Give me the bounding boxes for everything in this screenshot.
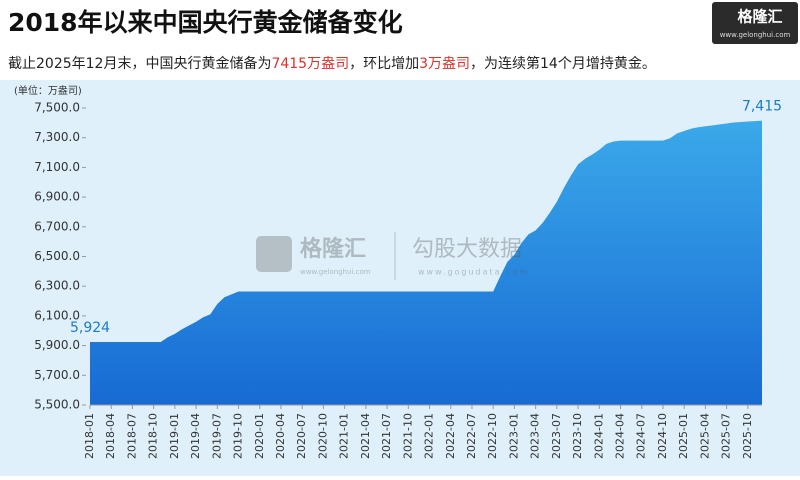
x-tick-label: 2019-07 [210,413,223,459]
x-tick-label: 2025-01 [677,413,690,459]
x-tick-label: 2021-10 [401,413,414,459]
x-tick-label: 2022-04 [444,413,457,459]
x-tick-label: 2024-10 [656,413,669,459]
x-tick-label: 2022-10 [486,413,499,459]
area [90,120,762,405]
y-tick-label: 6,900.0 [34,190,80,204]
x-tick-label: 2018-01 [83,413,96,459]
x-tick-label: 2025-04 [698,413,711,459]
x-tick-label: 2022-07 [465,413,478,459]
x-tick-label: 2024-04 [614,413,627,459]
x-tick-label: 2021-04 [359,413,372,459]
y-tick-label: 5,700.0 [34,368,80,382]
x-tick-label: 2025-10 [741,413,754,459]
x-tick-label: 2021-01 [338,413,351,459]
logo-box [712,2,798,44]
x-tick-label: 2023-04 [529,413,542,459]
x-tick-label: 2020-04 [274,413,287,459]
x-tick-label: 2018-04 [104,413,117,459]
x-tick-label: 2018-07 [125,413,138,459]
watermark-data-url: www.gogudata.com [418,268,529,277]
logo: 格隆汇 [737,8,782,26]
y-tick-label: 6,300.0 [34,279,80,293]
y-tick-label: 6,700.0 [34,219,80,233]
value-label: 7,415 [742,99,782,115]
y-tick-label: 7,500.0 [34,101,80,115]
y-tick-label: 5,900.0 [34,338,80,352]
x-tick-label: 2020-01 [253,413,266,459]
logo-url: www.gelonghui.com [720,31,791,39]
subtitle-highlight: 7415万盎司 [271,56,349,72]
x-tick-label: 2018-10 [147,413,160,459]
watermark-brand: 格隆汇 [300,236,366,262]
x-tick-label: 2021-07 [380,413,393,459]
y-tick-label: 6,100.0 [34,308,80,322]
subtitle-part: ，为连续第14个月增持黄金。 [470,55,656,72]
y-tick-label: 7,300.0 [34,130,80,144]
x-tick-label: 2019-04 [189,413,202,459]
x-tick-label: 2020-07 [295,413,308,459]
watermark-icon [256,236,292,272]
watermark-brand-url: www.gelonghui.com [300,268,371,276]
x-tick-label: 2019-10 [232,413,245,459]
watermark: 格隆汇 www.gelonghui.com 勾股大数据 www.gogudata… [256,232,529,280]
subtitle-part: ，环比增加 [349,56,419,72]
x-tick-label: 2023-01 [507,413,520,459]
x-tick-label: 2020-10 [316,413,329,459]
x-tick-label: 2023-10 [571,413,584,459]
watermark-data-brand: 勾股大数据 [412,237,522,262]
subtitle-highlight: 3万盎司 [419,56,470,72]
y-tick-label: 5,500.0 [34,398,80,412]
y-tick-label: 7,100.0 [34,160,80,174]
y-axis-label: (单位：万盎司) [14,84,82,97]
x-tick-label: 2024-01 [592,413,605,459]
x-tick-label: 2023-07 [550,413,563,459]
x-tick-label: 2025-07 [720,413,733,459]
title: 2018年以来中国央行黄金储备变化 [8,8,403,37]
x-tick-label: 2024-07 [635,413,648,459]
value-label: 5,924 [70,320,110,336]
subtitle-part: 截止2025年12月末，中国央行黄金储备为 [8,55,271,72]
y-tick-label: 6,500.0 [34,249,80,263]
subtitle: 截止2025年12月末，中国央行黄金储备为7415万盎司，环比增加3万盎司，为连… [8,55,656,72]
x-tick-label: 2022-01 [423,413,436,459]
x-tick-label: 2019-01 [168,413,181,459]
